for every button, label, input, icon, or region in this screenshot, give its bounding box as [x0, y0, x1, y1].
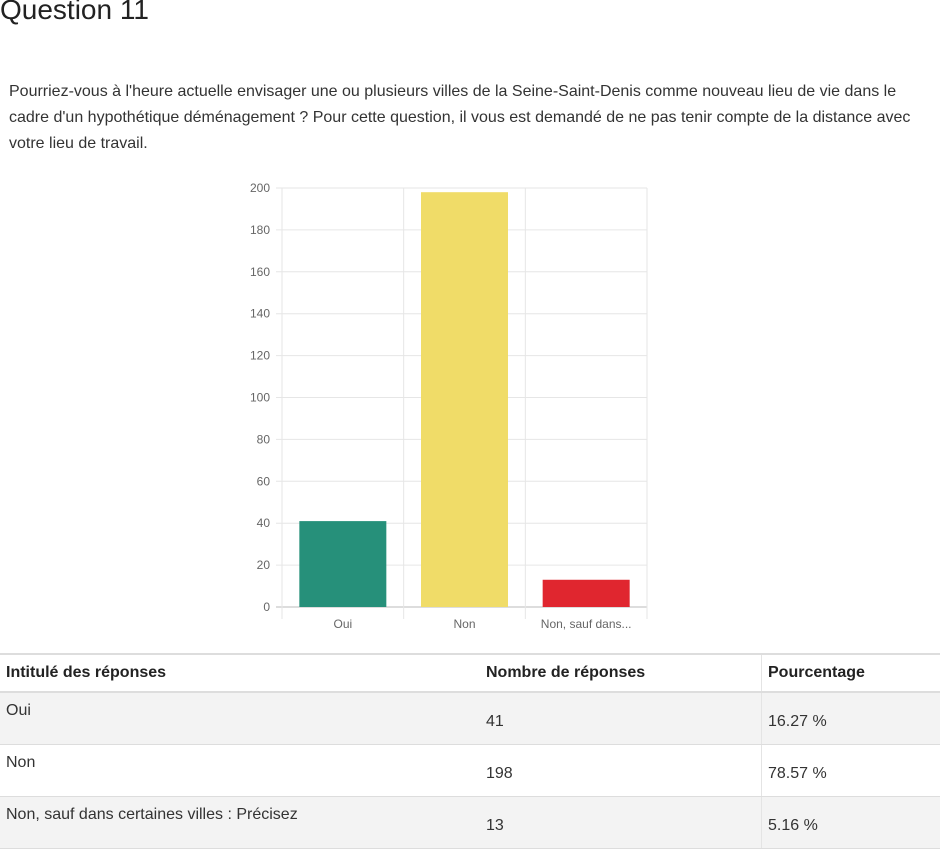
- x-tick-label: Non: [453, 617, 475, 631]
- bar: [542, 579, 630, 607]
- table-row: Non, sauf dans certaines villes : Précis…: [0, 796, 940, 849]
- row-percent: 78.57 %: [761, 744, 940, 797]
- table-header-row: Intitulé des réponses Nombre de réponses…: [0, 653, 940, 693]
- y-tick-label: 140: [250, 307, 270, 321]
- x-tick-label: Oui: [333, 617, 352, 631]
- header-percent: Pourcentage: [761, 653, 940, 693]
- x-tick-label: Non, sauf dans...: [541, 617, 632, 631]
- y-tick-label: 0: [263, 600, 270, 614]
- bar: [299, 521, 387, 607]
- header-count: Nombre de réponses: [480, 653, 762, 693]
- row-label: Oui: [0, 692, 480, 745]
- y-tick-label: 40: [257, 516, 271, 530]
- question-text: Pourriez-vous à l'heure actuelle envisag…: [9, 83, 911, 152]
- row-percent: 16.27 %: [761, 692, 940, 745]
- bar: [421, 192, 508, 607]
- page-title: Question 11: [0, 0, 149, 25]
- y-tick-label: 200: [250, 181, 270, 195]
- row-label: Non: [0, 744, 480, 797]
- row-count: 198: [480, 744, 762, 797]
- row-percent: 5.16 %: [761, 796, 940, 849]
- row-count: 13: [480, 796, 762, 849]
- row-label: Non, sauf dans certaines villes : Précis…: [0, 796, 480, 849]
- results-table: Intitulé des réponses Nombre de réponses…: [0, 653, 940, 849]
- row-count: 41: [480, 692, 762, 745]
- y-tick-label: 120: [250, 349, 270, 363]
- y-tick-label: 80: [257, 432, 271, 446]
- y-tick-label: 180: [250, 223, 270, 237]
- y-tick-label: 160: [250, 265, 270, 279]
- bar-chart: 0 20 40 60 80 100 120 140 160 180 200 Oui Non Non, sa…: [250, 181, 648, 631]
- y-tick-label: 60: [257, 474, 271, 488]
- header-label: Intitulé des réponses: [0, 653, 480, 693]
- table-row: Non 198 78.57 %: [0, 744, 940, 797]
- table-row: Oui 41 16.27 %: [0, 692, 940, 745]
- y-tick-label: 20: [257, 558, 271, 572]
- y-tick-label: 100: [250, 391, 270, 405]
